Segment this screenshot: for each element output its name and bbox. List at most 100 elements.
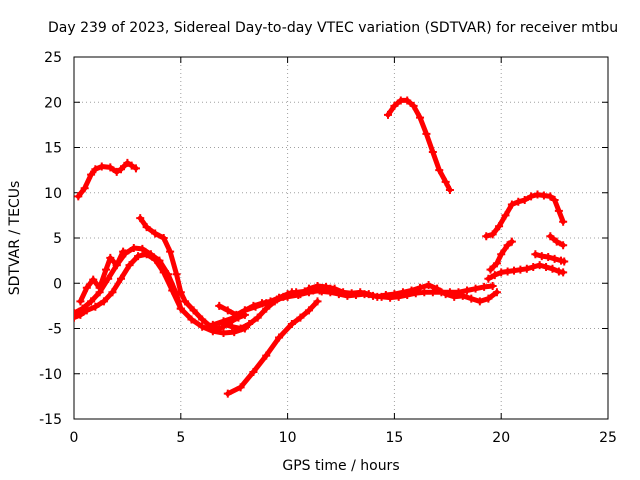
y-tick-label: 5 — [53, 231, 62, 247]
data-point — [522, 264, 531, 273]
data-point — [441, 177, 450, 186]
grid — [74, 57, 608, 419]
data-point — [503, 241, 512, 250]
data-point — [315, 286, 324, 295]
data-point — [304, 306, 313, 315]
data-point — [339, 288, 348, 297]
data-point — [548, 264, 557, 273]
data-point — [326, 284, 335, 293]
data-point — [433, 284, 442, 293]
data-point — [74, 313, 78, 322]
data-point — [550, 195, 559, 204]
x-tick-label: 20 — [492, 430, 510, 446]
data-point — [490, 271, 499, 280]
data-point — [223, 389, 232, 398]
data-point — [475, 297, 484, 306]
data-point — [272, 295, 281, 304]
data-point — [112, 261, 121, 270]
data-point — [373, 292, 382, 301]
data-point — [398, 288, 407, 297]
data-point — [428, 288, 437, 297]
x-tick-label: 0 — [70, 430, 79, 446]
data-point — [219, 317, 228, 326]
data-point — [181, 297, 190, 306]
data-point — [507, 200, 516, 209]
series-sat-i — [208, 284, 335, 329]
data-point — [420, 288, 429, 297]
data-point — [106, 163, 115, 172]
series-sat-k — [482, 190, 568, 241]
data-point — [488, 230, 497, 239]
data-point — [424, 281, 433, 290]
data-point — [520, 195, 529, 204]
data-point — [89, 275, 98, 284]
data-point — [223, 306, 232, 315]
data-point — [176, 288, 185, 297]
data-point — [198, 315, 207, 324]
data-point — [91, 165, 100, 174]
data-point — [102, 265, 111, 274]
data-point — [215, 301, 224, 310]
data-point — [559, 217, 568, 226]
data-point — [112, 167, 121, 176]
data-point — [559, 268, 568, 277]
x-tick-labels: 0 5 10 15 20 25 — [70, 430, 617, 446]
data-series — [74, 96, 569, 398]
data-point — [416, 113, 425, 122]
data-point — [136, 214, 145, 223]
series-sat-f — [223, 297, 322, 398]
data-point — [189, 306, 198, 315]
data-point — [275, 333, 284, 342]
data-point — [127, 161, 136, 170]
series-sat-l — [486, 237, 516, 274]
data-point — [463, 286, 472, 295]
y-tick-label: 15 — [44, 141, 62, 157]
data-point — [535, 261, 544, 270]
data-point — [552, 237, 561, 246]
y-tick-label: -10 — [39, 367, 62, 383]
data-point — [129, 243, 138, 252]
data-point — [441, 290, 450, 299]
data-point — [74, 309, 78, 318]
data-point — [208, 320, 217, 329]
series-sat-d — [76, 247, 128, 306]
y-axis-label: SDTVAR / TECUs — [7, 181, 23, 296]
data-point — [155, 256, 164, 265]
data-point — [514, 197, 523, 206]
data-point — [97, 162, 106, 171]
data-point — [134, 252, 143, 261]
data-point — [482, 232, 491, 241]
data-point — [527, 192, 536, 201]
data-point — [138, 244, 147, 253]
data-point — [364, 290, 373, 299]
x-tick-label: 5 — [176, 430, 185, 446]
y-tick-label: -15 — [39, 412, 62, 428]
data-point — [347, 289, 356, 298]
data-point — [422, 129, 431, 138]
y-tick-label: -5 — [48, 322, 62, 338]
x-tick-label: 10 — [279, 430, 297, 446]
data-point — [119, 247, 128, 256]
data-point — [495, 222, 504, 231]
axis-ticks — [73, 56, 609, 420]
data-point — [294, 291, 303, 300]
data-point — [546, 232, 555, 241]
data-point — [471, 284, 480, 293]
data-point — [91, 302, 100, 311]
data-point — [116, 165, 125, 174]
series-sat-a — [74, 158, 140, 201]
data-point — [151, 229, 160, 238]
data-point — [76, 297, 85, 306]
data-point — [163, 270, 172, 279]
data-point — [529, 262, 538, 271]
data-point — [166, 247, 175, 256]
data-point — [544, 253, 553, 262]
data-point — [304, 288, 313, 297]
data-point — [542, 262, 551, 271]
data-point — [95, 283, 104, 292]
data-point — [123, 158, 132, 167]
data-point — [230, 313, 239, 322]
data-point — [251, 302, 260, 311]
data-point — [409, 101, 418, 110]
